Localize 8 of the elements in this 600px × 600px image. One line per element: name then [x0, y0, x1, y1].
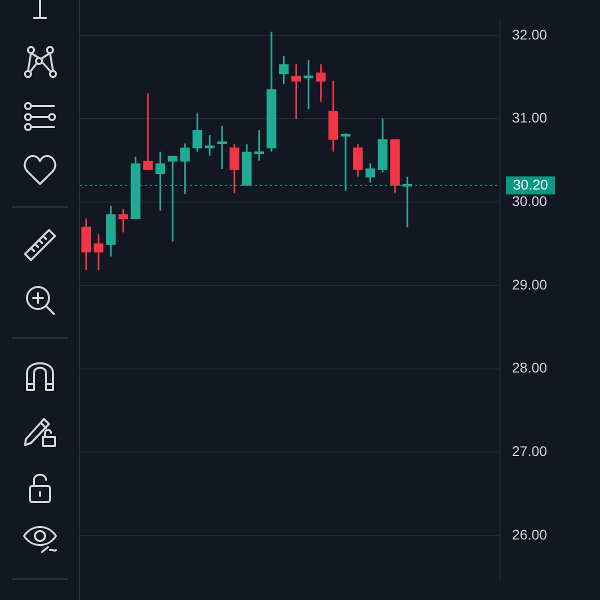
y-tick-label: 26.00: [512, 526, 548, 542]
y-tick-label: 32.00: [512, 26, 548, 42]
y-tick-label: 28.00: [512, 360, 548, 376]
y-tick-label: 29.00: [512, 276, 548, 292]
y-tick-label: 30.00: [512, 192, 548, 209]
ref-line-label: 30.20: [513, 176, 548, 192]
y-tick-label: 31.00: [512, 110, 548, 126]
y-tick-label: 27.00: [512, 442, 548, 459]
